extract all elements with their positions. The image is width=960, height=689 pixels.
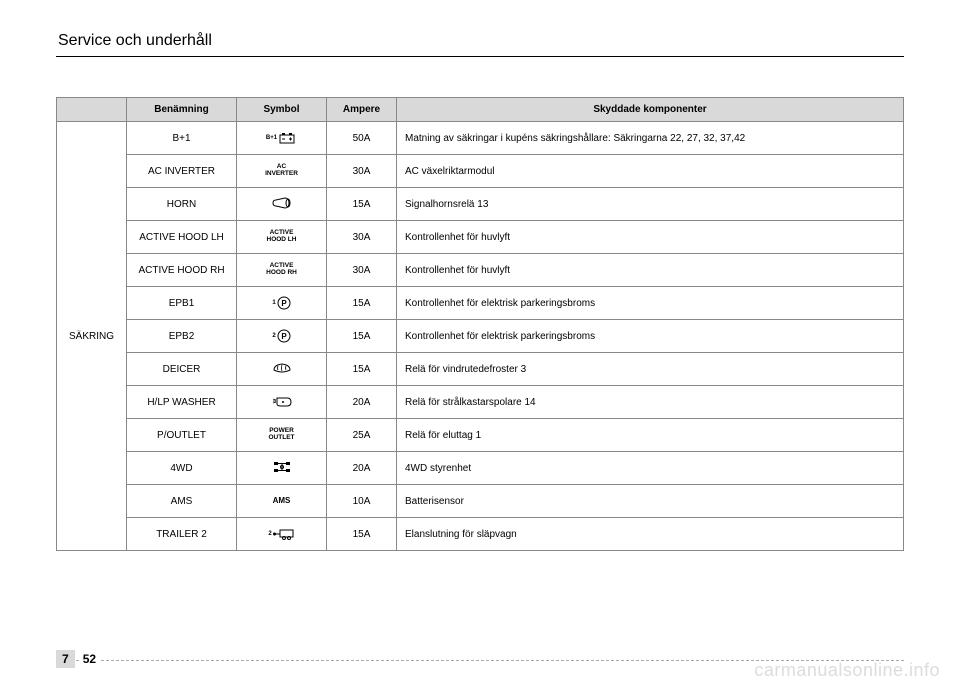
fuse-ampere: 15A xyxy=(327,188,397,221)
fuse-ampere: 15A xyxy=(327,320,397,353)
fuse-name: TRAILER 2 xyxy=(127,518,237,551)
fuse-description: Relä för eluttag 1 xyxy=(397,419,904,452)
table-row: AC INVERTERACINVERTER30AAC växelriktarmo… xyxy=(57,155,904,188)
table-row: ACTIVE HOOD RHACTIVEHOOD RH30AKontrollen… xyxy=(57,254,904,287)
table-row: ACTIVE HOOD LHACTIVEHOOD LH30AKontrollen… xyxy=(57,221,904,254)
fuse-description: Matning av säkringar i kupéns säkringshå… xyxy=(397,122,904,155)
table-row: HORN 15ASignalhornsrelä 13 xyxy=(57,188,904,221)
table-row: H/LP WASHER 20ARelä för strålkastarspolar… xyxy=(57,386,904,419)
fuse-description: Kontrollenhet för elektrisk parkeringsbr… xyxy=(397,320,904,353)
fuse-symbol: 1 P xyxy=(237,287,327,320)
fuse-ampere: 20A xyxy=(327,386,397,419)
fuse-ampere: 30A xyxy=(327,221,397,254)
table-row: EPB1 1 P 15AKontrollenhet för elektrisk … xyxy=(57,287,904,320)
col-ampere: Ampere xyxy=(327,98,397,122)
fuse-symbol: B+1 xyxy=(237,122,327,155)
fuse-name: 4WD xyxy=(127,452,237,485)
fuse-table: Benämning Symbol Ampere Skyddade kompone… xyxy=(56,97,904,551)
fuse-symbol: ACTIVEHOOD RH xyxy=(237,254,327,287)
table-row: 4WD 20A4WD styrenhet xyxy=(57,452,904,485)
col-name: Benämning xyxy=(127,98,237,122)
table-row: SÄKRINGB+1 B+1 50AMatning av säkringar i… xyxy=(57,122,904,155)
fuse-ampere: 15A xyxy=(327,518,397,551)
fuse-symbol: ACTIVEHOOD LH xyxy=(237,221,327,254)
svg-text:P: P xyxy=(281,332,287,341)
fuse-description: AC växelriktarmodul xyxy=(397,155,904,188)
fuse-symbol: AMS xyxy=(237,485,327,518)
fuse-symbol: 2 xyxy=(237,518,327,551)
col-blank xyxy=(57,98,127,122)
page-content: Service och underhåll Benämning Symbol A… xyxy=(0,0,960,551)
fuse-description: Relä för vindrutedefroster 3 xyxy=(397,353,904,386)
fuse-description: Batterisensor xyxy=(397,485,904,518)
table-body: SÄKRINGB+1 B+1 50AMatning av säkringar i… xyxy=(57,122,904,551)
svg-text:P: P xyxy=(281,299,287,308)
table-row: TRAILER 2 2 15AElanslutning för släpvagn xyxy=(57,518,904,551)
fuse-name: B+1 xyxy=(127,122,237,155)
fuse-name: ACTIVE HOOD LH xyxy=(127,221,237,254)
fuse-ampere: 20A xyxy=(327,452,397,485)
table-header-row: Benämning Symbol Ampere Skyddade kompone… xyxy=(57,98,904,122)
fuse-description: Kontrollenhet för huvlyft xyxy=(397,221,904,254)
fuse-symbol xyxy=(237,452,327,485)
fuse-name: EPB2 xyxy=(127,320,237,353)
watermark: carmanualsonline.info xyxy=(754,660,940,681)
fuse-ampere: 30A xyxy=(327,155,397,188)
page-number: 7 52 xyxy=(56,650,100,668)
fuse-name: HORN xyxy=(127,188,237,221)
fuse-description: Elanslutning för släpvagn xyxy=(397,518,904,551)
fuse-ampere: 10A xyxy=(327,485,397,518)
fuse-description: Kontrollenhet för elektrisk parkeringsbr… xyxy=(397,287,904,320)
chapter-number: 7 xyxy=(56,650,75,668)
page-number-minor: 52 xyxy=(79,652,100,666)
fuse-symbol: ACINVERTER xyxy=(237,155,327,188)
fuse-ampere: 50A xyxy=(327,122,397,155)
fuse-ampere: 15A xyxy=(327,353,397,386)
fuse-symbol xyxy=(237,386,327,419)
fuse-name: H/LP WASHER xyxy=(127,386,237,419)
fuse-name: ACTIVE HOOD RH xyxy=(127,254,237,287)
fuse-symbol: 2 P xyxy=(237,320,327,353)
fuse-description: Relä för strålkastarspolare 14 xyxy=(397,386,904,419)
fuse-name: AC INVERTER xyxy=(127,155,237,188)
fuse-ampere: 30A xyxy=(327,254,397,287)
fuse-name: EPB1 xyxy=(127,287,237,320)
table-row: EPB2 2 P 15AKontrollenhet för elektrisk … xyxy=(57,320,904,353)
col-desc: Skyddade komponenter xyxy=(397,98,904,122)
table-row: DEICER 15ARelä för vindrutedefroster 3 xyxy=(57,353,904,386)
fuse-symbol xyxy=(237,353,327,386)
fuse-symbol xyxy=(237,188,327,221)
col-symbol: Symbol xyxy=(237,98,327,122)
fuse-description: 4WD styrenhet xyxy=(397,452,904,485)
fuse-symbol: POWEROUTLET xyxy=(237,419,327,452)
fuse-description: Kontrollenhet för huvlyft xyxy=(397,254,904,287)
table-row: AMSAMS10ABatterisensor xyxy=(57,485,904,518)
table-row: P/OUTLETPOWEROUTLET25ARelä för eluttag 1 xyxy=(57,419,904,452)
section-title: Service och underhåll xyxy=(56,32,904,50)
fuse-ampere: 15A xyxy=(327,287,397,320)
fuse-ampere: 25A xyxy=(327,419,397,452)
fuse-name: P/OUTLET xyxy=(127,419,237,452)
row-group-label: SÄKRING xyxy=(57,122,127,551)
fuse-name: AMS xyxy=(127,485,237,518)
fuse-name: DEICER xyxy=(127,353,237,386)
title-underline xyxy=(56,56,904,57)
fuse-description: Signalhornsrelä 13 xyxy=(397,188,904,221)
